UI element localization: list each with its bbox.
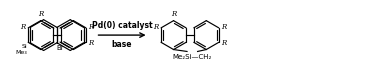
Text: Me₂Si—CH₂: Me₂Si—CH₂ — [172, 54, 212, 60]
Text: R: R — [88, 39, 93, 47]
Text: R: R — [20, 23, 26, 31]
Text: Br: Br — [56, 45, 64, 51]
Text: R: R — [153, 23, 159, 31]
Text: R: R — [171, 10, 176, 18]
Text: Pd(0) catalyst: Pd(0) catalyst — [92, 21, 152, 30]
Text: Me₃: Me₃ — [15, 50, 27, 55]
Text: R: R — [38, 10, 43, 18]
Text: base: base — [112, 40, 132, 49]
Text: R: R — [88, 23, 93, 31]
Text: Si: Si — [22, 44, 27, 49]
Text: R: R — [221, 23, 226, 31]
Text: R: R — [221, 39, 226, 47]
